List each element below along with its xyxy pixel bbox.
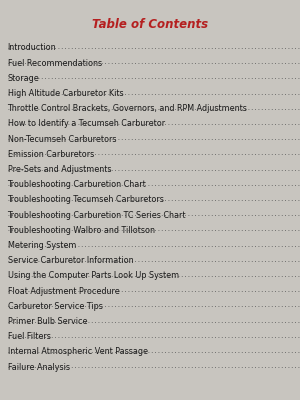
Text: Pre-Sets and Adjustments: Pre-Sets and Adjustments <box>8 165 111 174</box>
Text: Fuel Recommendations: Fuel Recommendations <box>8 59 102 68</box>
Text: Service Carburetor Information: Service Carburetor Information <box>8 256 133 265</box>
Text: Troubleshooting Carburetion TC Series Chart: Troubleshooting Carburetion TC Series Ch… <box>8 211 186 220</box>
Text: Failure Analysis: Failure Analysis <box>8 363 70 372</box>
Text: Table of Contents: Table of Contents <box>92 18 208 31</box>
Text: Fuel Filters: Fuel Filters <box>8 332 50 341</box>
Text: How to Identify a Tecumseh Carburetor: How to Identify a Tecumseh Carburetor <box>8 120 165 128</box>
Text: Storage: Storage <box>8 74 39 83</box>
Text: Float Adjustment Procedure: Float Adjustment Procedure <box>8 287 119 296</box>
Text: Introduction: Introduction <box>8 44 56 52</box>
Text: Throttle Control Brackets, Governors, and RPM Adjustments: Throttle Control Brackets, Governors, an… <box>8 104 247 113</box>
Text: High Altitude Carburetor Kits: High Altitude Carburetor Kits <box>8 89 123 98</box>
Text: Troubleshooting Walbro and Tillotson: Troubleshooting Walbro and Tillotson <box>8 226 155 235</box>
Text: Using the Computer Parts Look Up System: Using the Computer Parts Look Up System <box>8 272 178 280</box>
Text: Non-Tecumseh Carburetors: Non-Tecumseh Carburetors <box>8 135 116 144</box>
Text: Troubleshooting Carburetion Chart: Troubleshooting Carburetion Chart <box>8 180 146 189</box>
Text: Internal Atmospheric Vent Passage: Internal Atmospheric Vent Passage <box>8 348 148 356</box>
Text: Metering System: Metering System <box>8 241 76 250</box>
Text: Carburetor Service Tips: Carburetor Service Tips <box>8 302 102 311</box>
Text: Troubleshooting Tecumseh Carburetors: Troubleshooting Tecumseh Carburetors <box>8 196 164 204</box>
Text: Emission Carburetors: Emission Carburetors <box>8 150 94 159</box>
Text: Primer Bulb Service: Primer Bulb Service <box>8 317 87 326</box>
